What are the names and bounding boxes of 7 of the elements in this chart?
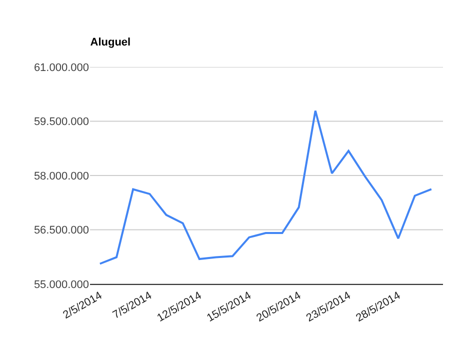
y-tick-label: 56.500.000 [34, 224, 89, 237]
y-tick-label: 58.000.000 [34, 170, 89, 182]
line-series [98, 110, 432, 265]
y-tick-label: 61.000.000 [34, 62, 89, 74]
chart-title: Aluguel [90, 36, 131, 49]
y-tick-label: 55.000.000 [34, 278, 89, 291]
y-tick-label: 59.500.000 [34, 116, 89, 128]
